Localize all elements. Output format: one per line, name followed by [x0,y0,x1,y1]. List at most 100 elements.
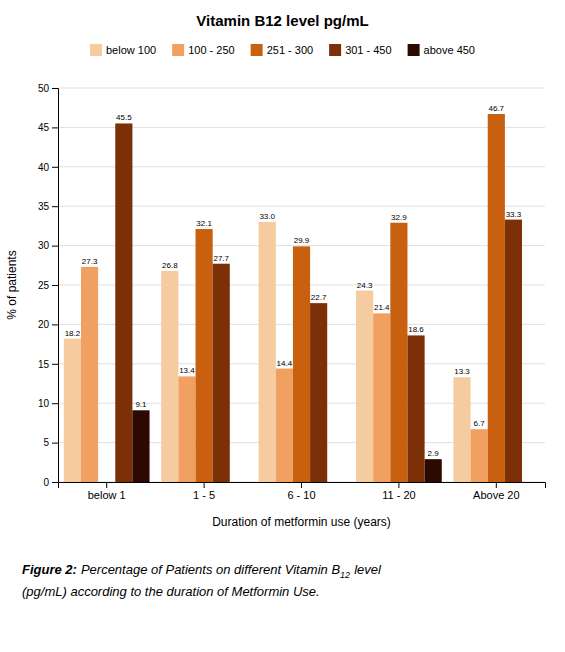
bar [196,229,213,482]
y-tick: 45 [38,122,58,133]
y-axis-title: % of patients [5,250,19,319]
bar [390,223,407,482]
data-label: 13.3 [454,367,470,376]
y-tick: 0 [43,477,58,488]
bar [161,271,178,482]
bar [98,482,115,483]
title: Vitamin B12 level pg/mL [196,12,368,29]
x-tick: 6 - 10 [287,482,315,501]
bar [213,264,230,482]
y-tick: 15 [38,359,58,370]
bar [425,459,442,482]
bar [276,369,293,482]
y-tick-label: 5 [43,437,49,448]
y-tick-mark [52,246,58,247]
y-axis: 0 5 10 15 20 25 30 35 40 45 50 [38,83,59,488]
bar [132,410,149,482]
data-label: 27.7 [213,254,229,263]
y-tick-label: 30 [38,240,50,251]
x-tick-label: 6 - 10 [287,489,315,501]
legend-swatch [329,44,341,56]
legend-label: 301 - 450 [345,44,391,56]
y-tick-label: 15 [38,359,50,370]
bar [259,222,276,482]
bar [81,267,98,482]
bar [522,482,539,483]
y-tick-mark [52,324,58,325]
legend-label: 100 - 250 [188,44,234,56]
y-tick: 40 [38,162,58,173]
data-label: 18.6 [408,325,424,334]
y-tick-mark [52,285,58,286]
data-label: 32.9 [391,213,407,222]
x-tick-label: below 1 [88,489,126,501]
legend: below 100 100 - 250 251 - 300 301 - 450 abov… [90,44,475,56]
legend-item: above 450 [408,44,475,56]
x-tick-mark [106,482,107,488]
data-label: 14.4 [277,359,293,368]
y-tick: 20 [38,319,58,330]
bar [505,220,522,482]
caption-label: Figure 2: [22,562,77,577]
data-label: 27.3 [82,257,98,266]
data-label: 9.1 [135,400,147,409]
data-label: 21.4 [374,303,390,312]
y-tick-mark [52,443,58,444]
data-label: 13.4 [179,366,195,375]
y-tick: 10 [38,398,58,409]
data-label: 24.3 [357,281,373,290]
grid-line [58,88,545,89]
y-tick: 50 [38,83,58,94]
legend-label: 251 - 300 [267,44,313,56]
y-tick-label: 35 [38,201,50,212]
y-tick-label: 10 [38,398,50,409]
data-label: 45.5 [116,113,132,122]
data-label: 33.0 [259,212,275,221]
x-tick: Above 20 [473,482,519,501]
legend-swatch [90,44,102,56]
bar-series [132,410,441,482]
x-tick: 11 - 20 [382,482,415,501]
y-tick: 30 [38,240,58,251]
x-tick-mark [398,482,399,488]
caption-text: level [354,562,382,577]
chart: Vitamin B12 level pg/mL below 100 100 - 25… [0,0,565,652]
bar [488,114,505,482]
bar [64,339,81,482]
x-tick: 1 - 5 [193,482,215,501]
plot: 18.226.833.024.313.327.313.414.421.46.73… [38,83,546,501]
x-axis-title: Duration of metformin use (years) [212,515,391,529]
y-axis-line [52,89,59,483]
data-label: 2.9 [428,449,440,458]
legend-swatch [251,44,263,56]
legend-item: 100 - 250 [172,44,234,56]
bar-series [196,114,505,482]
y-tick-label: 20 [38,319,50,330]
y-tick-label: 40 [38,162,50,173]
data-label: 26.8 [162,261,178,270]
data-label: 33.3 [506,210,522,219]
legend-label: below 100 [106,44,156,56]
y-tick: 35 [38,201,58,212]
y-tick-mark [52,127,58,128]
bar-series [115,123,522,482]
grid [58,88,545,482]
bar [471,429,488,482]
data-label: 22.7 [311,293,327,302]
data-label: 46.7 [489,104,505,113]
bar [115,123,132,482]
x-tick-mark [204,482,205,488]
legend-label: above 450 [424,44,475,56]
y-tick: 25 [38,280,58,291]
legend-item: 301 - 450 [329,44,391,56]
bar [373,313,390,482]
y-tick-label: 0 [43,477,49,488]
bar [453,377,470,482]
bar [178,376,195,482]
data-label: 29.9 [294,236,310,245]
y-tick-mark [52,167,58,168]
data-label: 32.1 [196,219,212,228]
y-tick-mark [52,482,58,483]
legend-swatch [408,44,420,56]
x-tick-label: 1 - 5 [193,489,215,501]
